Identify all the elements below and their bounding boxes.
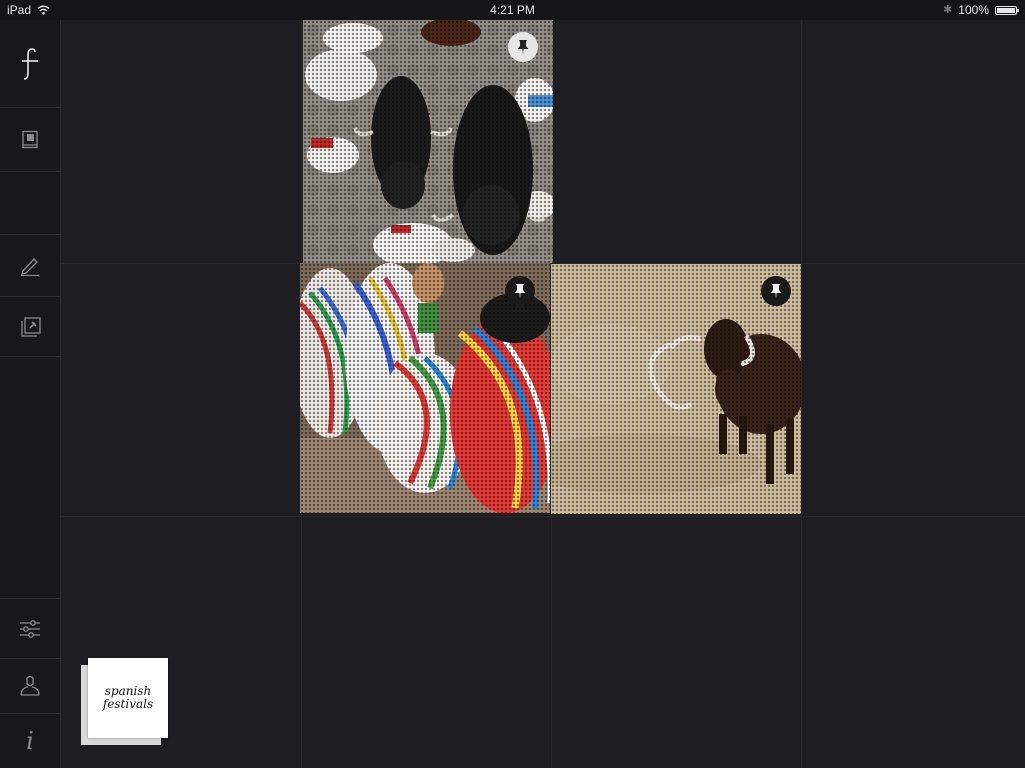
board-title-line1: spanish — [104, 684, 152, 698]
sidebar-item-profile[interactable] — [0, 659, 60, 714]
wifi-icon — [37, 5, 50, 15]
pin-icon — [770, 284, 782, 299]
board-card-title: spanish festivals — [88, 658, 168, 738]
bluetooth-icon: ✱ — [943, 4, 953, 16]
status-bar: iPad 4:21 PM ✱ 100% — [0, 0, 1025, 20]
pin-button[interactable] — [508, 32, 538, 62]
pen-icon — [21, 257, 39, 276]
user-icon — [20, 675, 40, 696]
image-tile-dancers[interactable] — [300, 263, 550, 513]
device-label: iPad — [7, 3, 32, 17]
sidebar-item-pinned[interactable] — [0, 297, 60, 357]
sidebar-item-boards[interactable] — [0, 108, 60, 172]
board-grid — [61, 20, 1025, 768]
sidebar-item-info[interactable]: i — [0, 714, 60, 768]
book-icon — [22, 130, 38, 148]
pin-icon — [517, 40, 529, 55]
pin-stack-icon — [21, 316, 41, 337]
sidebar-item-settings[interactable] — [0, 598, 60, 659]
status-time: 4:21 PM — [490, 3, 535, 17]
info-icon: i — [26, 727, 34, 755]
sidebar-item-empty — [0, 172, 60, 235]
image-tile-bull-run[interactable] — [303, 20, 553, 263]
logo-icon — [22, 47, 38, 80]
sidebar: i — [0, 20, 61, 768]
sidebar-item-home[interactable] — [0, 20, 60, 108]
battery-icon — [995, 5, 1019, 15]
board-title-line2: festivals — [102, 697, 154, 711]
image-tile-bull-arena[interactable] — [551, 264, 801, 514]
pin-button[interactable] — [505, 276, 535, 306]
battery-percent: 100% — [958, 3, 989, 17]
pin-button[interactable] — [761, 276, 791, 306]
sidebar-item-edit[interactable] — [0, 235, 60, 297]
pin-icon — [514, 284, 526, 299]
sliders-icon — [20, 619, 40, 638]
